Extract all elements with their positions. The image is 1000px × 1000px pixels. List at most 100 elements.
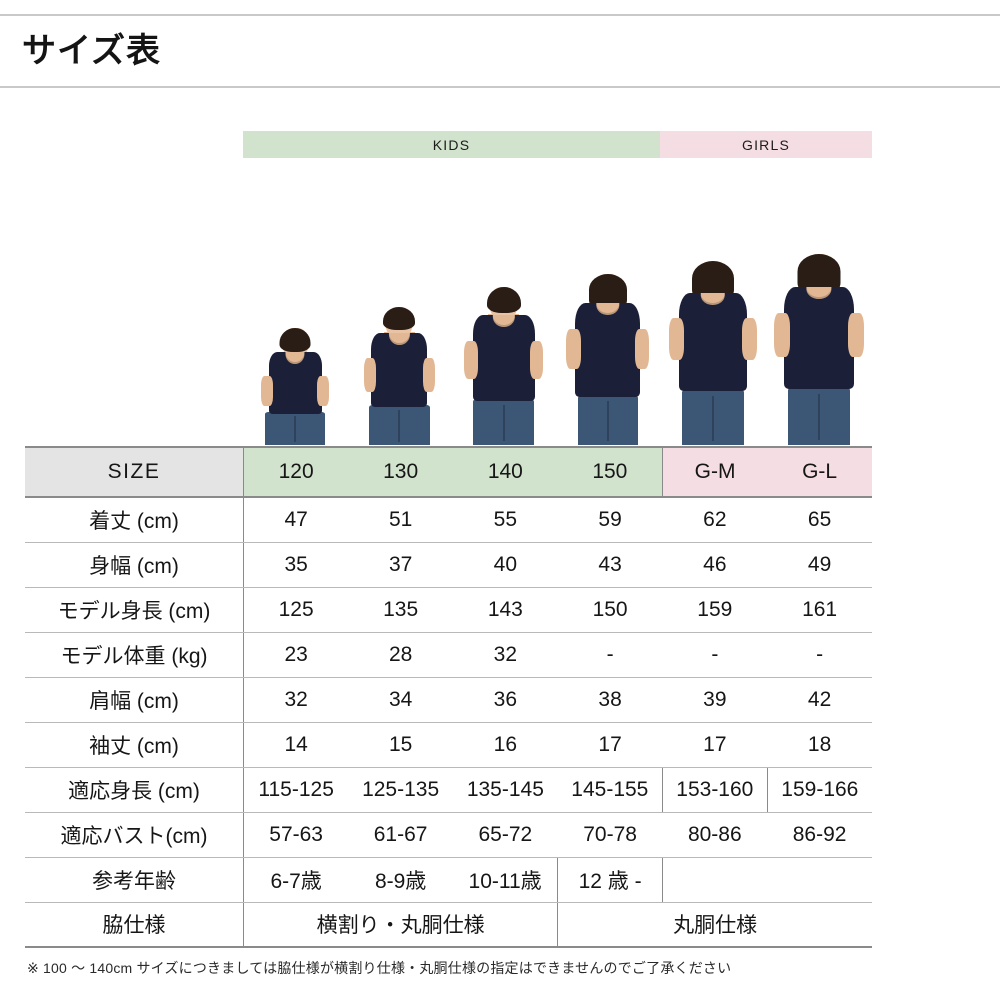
header-col-130: 130: [348, 446, 453, 498]
cell-shoulder-width-gm: 39: [662, 677, 768, 723]
cell-sleeve-length-150: 17: [557, 722, 663, 768]
table-header-row: SIZE 120 130 140 150 G-M G-L: [25, 446, 872, 498]
header-size-label: SIZE: [25, 446, 245, 498]
cell-shoulder-width-140: 36: [452, 677, 558, 723]
cell-body-length-gl: 65: [767, 497, 872, 543]
row-label-model-weight: モデル体重 (kg): [25, 632, 245, 678]
cell-fit-height-gl: 159-166: [767, 767, 872, 813]
cell-shoulder-width-150: 38: [557, 677, 663, 723]
cell-model-weight-150: -: [557, 632, 663, 678]
cell-reference-age-150: 12 歳 -: [557, 857, 663, 903]
cell-chest-width-120: 35: [243, 542, 349, 588]
cell-sleeve-length-140: 16: [452, 722, 558, 768]
cell-model-height-120: 125: [243, 587, 349, 633]
cell-fit-height-130: 125-135: [348, 767, 453, 813]
cell-model-weight-gl: -: [767, 632, 872, 678]
cell-reference-age-130: 8-9歳: [348, 857, 453, 903]
table-row: 肩幅 (cm) 32 34 36 38 39 42: [25, 677, 872, 723]
cell-fit-bust-gm: 80-86: [662, 812, 768, 858]
model-photo-strip: [243, 205, 872, 445]
cell-model-height-gl: 161: [767, 587, 872, 633]
cell-body-length-140: 55: [452, 497, 558, 543]
table-row: モデル身長 (cm) 125 135 143 150 159 161: [25, 587, 872, 633]
cell-reference-age-120: 6-7歳: [243, 857, 349, 903]
cell-model-height-130: 135: [348, 587, 453, 633]
cell-fit-height-120: 115-125: [243, 767, 349, 813]
row-label-model-height: モデル身長 (cm): [25, 587, 245, 633]
model-girls-l: [766, 205, 872, 445]
cell-fit-height-150: 145-155: [557, 767, 663, 813]
cell-model-height-140: 143: [452, 587, 558, 633]
model-girls-m: [660, 205, 766, 445]
row-label-fit-height: 適応身長 (cm): [25, 767, 245, 813]
table-row: 適応バスト(cm) 57-63 61-67 65-72 70-78 80-86 …: [25, 812, 872, 858]
cell-sleeve-length-120: 14: [243, 722, 349, 768]
cell-chest-width-150: 43: [557, 542, 663, 588]
header-col-gm: G-M: [661, 446, 768, 498]
cell-chest-width-130: 37: [348, 542, 453, 588]
cell-chest-width-gm: 46: [662, 542, 768, 588]
title-block: サイズ表: [0, 14, 1000, 88]
cell-body-length-gm: 62: [662, 497, 768, 543]
model-kids-130: [347, 205, 451, 445]
cell-shoulder-width-gl: 42: [767, 677, 872, 723]
cell-sleeve-length-gm: 17: [662, 722, 768, 768]
category-banner: KIDS GIRLS: [243, 131, 872, 158]
header-col-gl: G-L: [767, 446, 872, 498]
cell-sleeve-length-gl: 18: [767, 722, 872, 768]
cell-model-height-150: 150: [557, 587, 663, 633]
cell-reference-age-140: 10-11歳: [452, 857, 558, 903]
row-label-body-length: 着丈 (cm): [25, 497, 245, 543]
row-label-sleeve-length: 袖丈 (cm): [25, 722, 245, 768]
cell-model-weight-120: 23: [243, 632, 349, 678]
cell-body-length-130: 51: [348, 497, 453, 543]
cell-reference-age-gl: [767, 857, 872, 903]
cell-model-weight-140: 32: [452, 632, 558, 678]
table-row: 適応身長 (cm) 115-125 125-135 135-145 145-15…: [25, 767, 872, 813]
cell-side-spec-kids: 横割り・丸胴仕様: [243, 902, 558, 948]
cell-fit-height-140: 135-145: [452, 767, 558, 813]
table-row: 袖丈 (cm) 14 15 16 17 17 18: [25, 722, 872, 768]
footnote-text: ※ 100 〜 140cm サイズにつきましては脇仕様が横割り仕様・丸胴仕様の指…: [27, 960, 732, 976]
row-label-shoulder-width: 肩幅 (cm): [25, 677, 245, 723]
cell-fit-height-gm: 153-160: [661, 767, 768, 813]
table-row: モデル体重 (kg) 23 28 32 - - -: [25, 632, 872, 678]
model-kids-140: [452, 205, 556, 445]
cell-fit-bust-gl: 86-92: [767, 812, 872, 858]
table-row: 身幅 (cm) 35 37 40 43 46 49: [25, 542, 872, 588]
header-col-120: 120: [243, 446, 349, 498]
page-title: サイズ表: [22, 32, 161, 70]
cell-model-weight-130: 28: [348, 632, 453, 678]
category-kids: KIDS: [243, 131, 660, 158]
size-table: SIZE 120 130 140 150 G-M G-L 着丈 (cm) 47 …: [25, 446, 872, 948]
size-table-wrap: SIZE 120 130 140 150 G-M G-L 着丈 (cm) 47 …: [25, 446, 872, 948]
cell-reference-age-gm: [662, 857, 768, 903]
cell-chest-width-gl: 49: [767, 542, 872, 588]
table-row: 参考年齢 6-7歳 8-9歳 10-11歳 12 歳 -: [25, 857, 872, 903]
row-label-chest-width: 身幅 (cm): [25, 542, 245, 588]
cell-model-height-gm: 159: [662, 587, 768, 633]
cell-fit-bust-150: 70-78: [557, 812, 663, 858]
cell-fit-bust-140: 65-72: [452, 812, 558, 858]
cell-body-length-150: 59: [557, 497, 663, 543]
table-row: 脇仕様 横割り・丸胴仕様 丸胴仕様: [25, 902, 872, 948]
model-kids-150: [556, 205, 660, 445]
cell-side-spec-girls: 丸胴仕様: [557, 902, 872, 948]
table-row: 着丈 (cm) 47 51 55 59 62 65: [25, 497, 872, 543]
header-col-150: 150: [557, 446, 663, 498]
model-kids-120: [243, 205, 347, 445]
cell-shoulder-width-130: 34: [348, 677, 453, 723]
cell-chest-width-140: 40: [452, 542, 558, 588]
cell-fit-bust-120: 57-63: [243, 812, 349, 858]
cell-shoulder-width-120: 32: [243, 677, 349, 723]
header-col-140: 140: [452, 446, 558, 498]
cell-body-length-120: 47: [243, 497, 349, 543]
row-label-reference-age: 参考年齢: [25, 857, 245, 903]
cell-sleeve-length-130: 15: [348, 722, 453, 768]
cell-fit-bust-130: 61-67: [348, 812, 453, 858]
cell-model-weight-gm: -: [662, 632, 768, 678]
category-girls: GIRLS: [660, 131, 872, 158]
row-label-fit-bust: 適応バスト(cm): [25, 812, 245, 858]
row-label-side-spec: 脇仕様: [25, 902, 245, 948]
